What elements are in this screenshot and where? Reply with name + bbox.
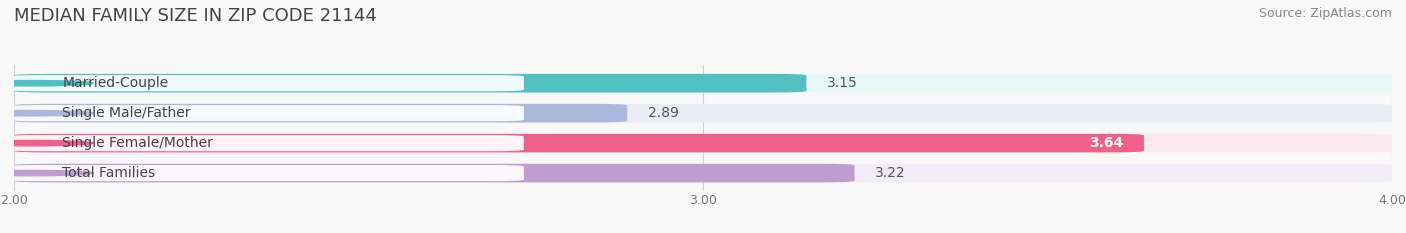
Text: 3.64: 3.64 (1090, 136, 1123, 150)
Circle shape (0, 140, 93, 146)
Text: MEDIAN FAMILY SIZE IN ZIP CODE 21144: MEDIAN FAMILY SIZE IN ZIP CODE 21144 (14, 7, 377, 25)
FancyBboxPatch shape (14, 104, 1392, 123)
FancyBboxPatch shape (7, 165, 524, 181)
FancyBboxPatch shape (14, 134, 1144, 152)
Text: Source: ZipAtlas.com: Source: ZipAtlas.com (1258, 7, 1392, 20)
Text: 2.89: 2.89 (648, 106, 679, 120)
Text: Single Female/Mother: Single Female/Mother (62, 136, 214, 150)
Text: Single Male/Father: Single Male/Father (62, 106, 191, 120)
Circle shape (0, 110, 93, 116)
FancyBboxPatch shape (14, 164, 1392, 182)
FancyBboxPatch shape (7, 135, 524, 151)
FancyBboxPatch shape (14, 164, 855, 182)
FancyBboxPatch shape (14, 74, 1392, 93)
Text: Married-Couple: Married-Couple (62, 76, 169, 90)
FancyBboxPatch shape (14, 104, 627, 123)
Circle shape (0, 170, 93, 176)
Circle shape (0, 81, 93, 86)
Text: Total Families: Total Families (62, 166, 156, 180)
FancyBboxPatch shape (14, 134, 1392, 152)
FancyBboxPatch shape (7, 75, 524, 91)
FancyBboxPatch shape (14, 74, 806, 93)
Text: 3.22: 3.22 (876, 166, 905, 180)
FancyBboxPatch shape (7, 105, 524, 121)
Text: 3.15: 3.15 (827, 76, 858, 90)
